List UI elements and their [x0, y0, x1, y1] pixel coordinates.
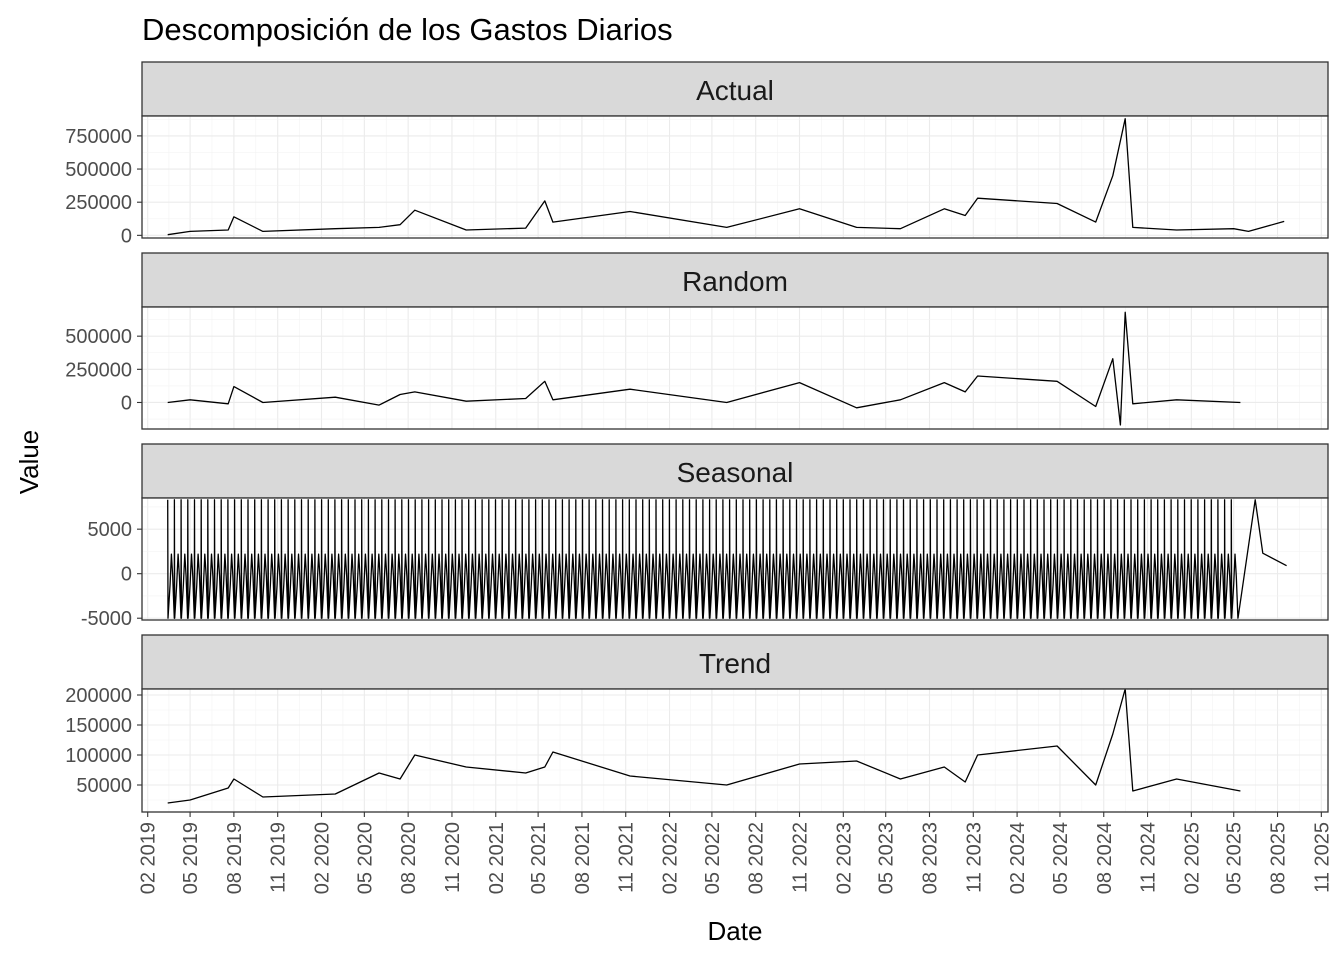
panel-border	[141, 497, 1329, 621]
x-tick-label: 05 2025	[1224, 822, 1246, 894]
strip-seasonal	[141, 443, 1329, 499]
strip-label-actual: Actual	[696, 75, 774, 106]
x-tick-label: 02 2019	[138, 822, 160, 894]
series-line-actual	[167, 118, 1285, 236]
panel-actual: Actual 0 250000 500000 750000	[65, 61, 1329, 247]
panel-background	[142, 307, 1328, 429]
x-tick-label: 11 2024	[1138, 822, 1160, 893]
x-tick-label: 05 2024	[1050, 822, 1072, 894]
y-tick-label: 500000	[65, 326, 132, 348]
strip-actual	[141, 61, 1329, 117]
x-tick-label: 08 2019	[224, 822, 246, 894]
x-tick-label: 05 2020	[354, 822, 376, 894]
x-axis: 02 2019 05 2019 08 2019 11 2019 02 2020 05 20…	[138, 812, 1333, 894]
y-tick-label: 500000	[65, 159, 132, 181]
strip-label-trend: Trend	[699, 648, 771, 679]
grid-trend	[142, 689, 1328, 812]
y-tick-label: 5000	[88, 519, 133, 541]
x-tick-label: 05 2019	[180, 822, 202, 894]
panels: Actual0250000500000750000Random025000050…	[65, 61, 1329, 813]
series-line-trend	[167, 689, 1241, 804]
x-tick-label: 11 2022	[790, 822, 812, 893]
strip-random	[141, 252, 1329, 308]
x-axis-title: Date	[708, 916, 763, 946]
x-tick-label: 11 2019	[268, 822, 290, 893]
y-tick-label: 0	[121, 392, 132, 414]
y-tick-label: 750000	[65, 126, 132, 148]
strip-label-random: Random	[682, 266, 788, 297]
series-line-seasonal	[167, 499, 1287, 619]
grid-actual	[142, 116, 1328, 238]
x-tick-label: 11 2020	[442, 822, 464, 893]
x-tick-label: 02 2022	[660, 822, 682, 894]
x-tick-label: 11 2021	[616, 822, 638, 893]
x-tick-label: 08 2020	[398, 822, 420, 894]
y-tick-label: 250000	[65, 359, 132, 381]
panel-trend: Trend 50000 100000 150000 200000	[65, 634, 1329, 813]
y-tick-label: 0	[121, 225, 132, 247]
x-tick-label: 08 2024	[1094, 822, 1116, 894]
x-tick-label: 08 2023	[919, 822, 941, 894]
x-tick-label: 05 2022	[702, 822, 724, 894]
y-tick-label: 150000	[65, 715, 132, 737]
panel-border	[141, 115, 1329, 239]
y-tick-label: 0	[121, 564, 132, 586]
x-tick-label: 02 2023	[833, 822, 855, 894]
y-tick-label: 250000	[65, 192, 132, 214]
y-tick-label: 50000	[76, 775, 132, 797]
grid-random	[142, 307, 1328, 429]
panel-background	[142, 116, 1328, 238]
x-tick-label: 02 2021	[486, 822, 508, 894]
x-tick-label: 11 2025	[1311, 822, 1333, 893]
y-axis-title: Value	[14, 430, 44, 495]
series-line-random	[167, 311, 1241, 426]
x-tick-label: 08 2025	[1268, 822, 1290, 894]
y-tick-label: 200000	[65, 685, 132, 707]
panel-random: Random 0 250000 500000	[65, 252, 1329, 430]
x-tick-label: 05 2023	[876, 822, 898, 894]
x-tick-label: 02 2025	[1181, 822, 1203, 894]
chart-title: Descomposición de los Gastos Diarios	[142, 12, 673, 47]
x-tick-label: 08 2022	[746, 822, 768, 894]
panel-border	[141, 688, 1329, 813]
strip-label-seasonal: Seasonal	[677, 457, 794, 488]
y-tick-label: 100000	[65, 745, 132, 767]
panel-border	[141, 306, 1329, 430]
panel-seasonal: Seasonal -5000 0 5000	[81, 443, 1329, 630]
strip-trend	[141, 634, 1329, 690]
x-tick-label: 08 2021	[572, 822, 594, 894]
panel-background	[142, 689, 1328, 812]
x-tick-label: 02 2020	[311, 822, 333, 894]
y-tick-label: -5000	[81, 608, 132, 630]
x-tick-label: 05 2021	[528, 822, 550, 894]
x-tick-label: 11 2023	[963, 822, 985, 893]
x-tick-label: 02 2024	[1007, 822, 1029, 894]
